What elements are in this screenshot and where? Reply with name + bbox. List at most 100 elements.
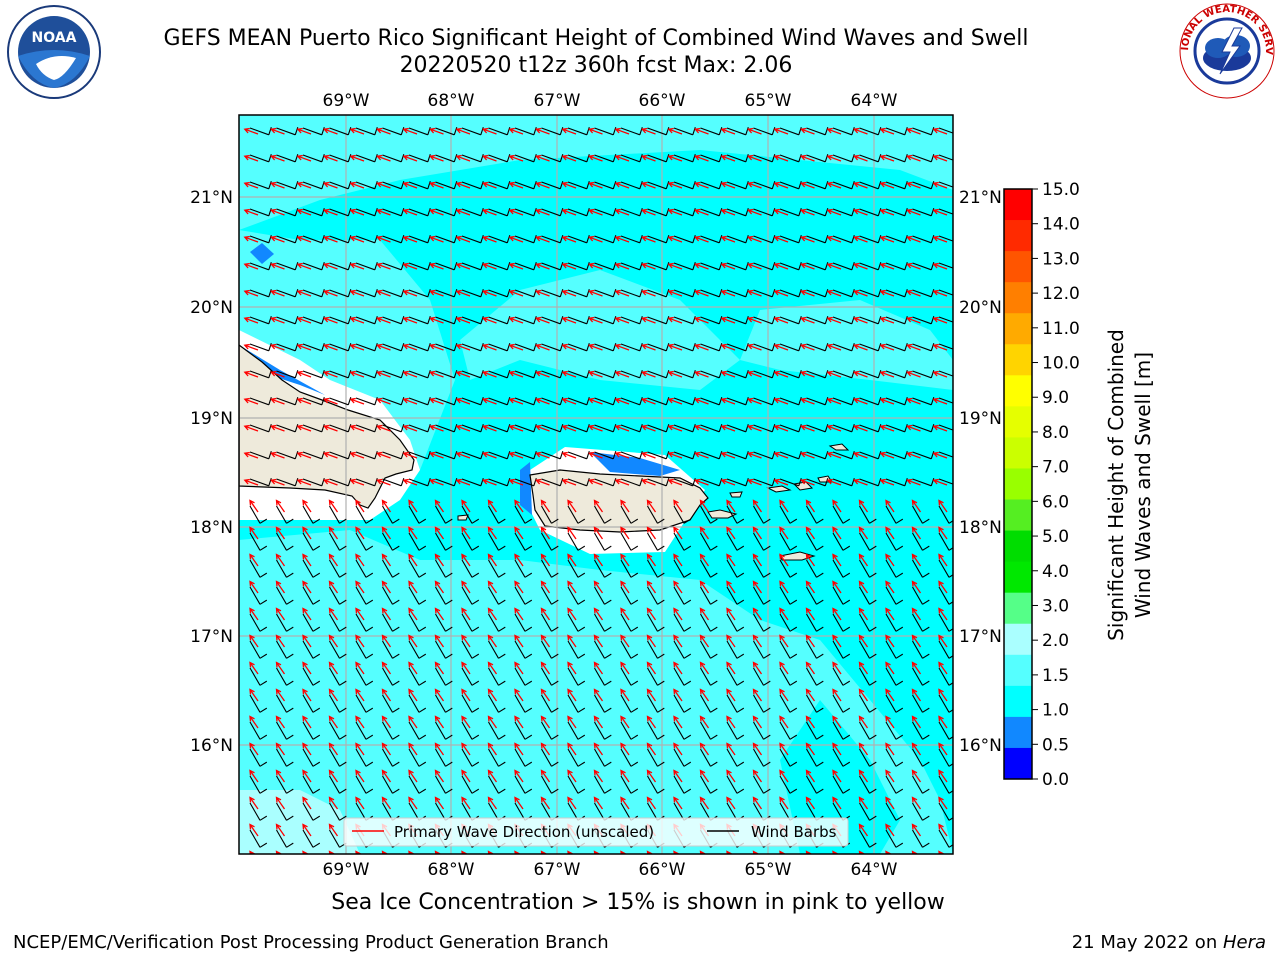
wave-direction-arrow: [429, 235, 444, 243]
wind-barb: [806, 694, 824, 713]
wave-direction-arrow: [567, 742, 577, 756]
wave-direction-arrow: [826, 235, 842, 243]
wind-barb: [753, 262, 776, 271]
wave-direction-arrow: [455, 397, 471, 405]
wave-direction-arrow: [752, 580, 763, 594]
wave-direction-arrow: [270, 262, 285, 270]
colorbar-tick-label: 11.0: [1042, 319, 1080, 339]
wave-direction-arrow: [858, 634, 869, 648]
wind-barb: [276, 316, 299, 325]
wind-barb: [700, 208, 723, 217]
wave-direction-arrow: [779, 661, 789, 675]
wave-direction-arrow: [673, 742, 683, 756]
wind-barb: [620, 289, 643, 298]
wave-direction-arrow: [429, 397, 444, 405]
wave-direction-arrow: [323, 235, 338, 243]
wind-barb: [966, 451, 987, 459]
wind-barb: [779, 343, 802, 352]
wind-barb: [806, 208, 829, 217]
wave-direction-arrow: [482, 424, 497, 432]
wave-direction-arrow: [593, 634, 604, 648]
wind-barb: [302, 127, 325, 136]
wave-direction-arrow: [641, 235, 656, 243]
wave-direction-arrow: [376, 397, 391, 405]
wave-direction-arrow: [720, 208, 736, 216]
wave-direction-arrow: [402, 262, 418, 270]
wind-barb: [938, 154, 953, 161]
wind-barb: [302, 262, 325, 271]
wave-direction-arrow: [402, 154, 418, 162]
wave-direction-arrow: [853, 451, 868, 459]
wave-direction-arrow: [461, 607, 471, 621]
wave-direction-arrow: [408, 553, 418, 567]
wind-barb: [779, 775, 798, 794]
wave-direction-arrow: [620, 580, 630, 594]
wind-barb: [408, 154, 431, 163]
wind-barb: [594, 127, 617, 136]
wind-barb: [567, 316, 590, 325]
wind-barb: [488, 208, 511, 217]
wave-direction-arrow: [826, 208, 842, 216]
wind-barb: [249, 802, 268, 821]
wave-direction-arrow: [614, 208, 630, 216]
colorbar-segment: [1004, 375, 1032, 407]
wave-direction-arrow: [614, 127, 630, 135]
wind-barb: [673, 343, 696, 352]
wave-direction-arrow: [667, 127, 683, 135]
wind-barb: [302, 343, 325, 352]
colorbar-tick-label: 15.0: [1042, 180, 1080, 200]
wind-barb: [567, 154, 590, 163]
wave-direction-arrow: [699, 769, 710, 783]
wind-barb: [753, 235, 776, 244]
wind-barb: [435, 127, 458, 136]
wind-barb: [966, 587, 983, 604]
wave-direction-arrow: [275, 742, 286, 756]
wind-barb: [567, 667, 586, 686]
wave-direction-arrow: [694, 343, 709, 351]
wave-direction-arrow: [567, 634, 577, 648]
wind-barb: [302, 154, 325, 163]
wind-barb: [435, 424, 458, 433]
wind-barb: [673, 289, 696, 298]
wave-direction-arrow: [296, 451, 312, 459]
wind-barb: [567, 694, 586, 713]
wave-direction-arrow: [826, 181, 842, 189]
wave-direction-arrow: [726, 769, 736, 783]
wave-direction-arrow: [694, 397, 709, 405]
wave-direction-arrow: [323, 424, 338, 432]
wind-barb: [700, 316, 723, 325]
wave-direction-arrow: [805, 526, 816, 540]
wave-direction-arrow: [270, 289, 285, 297]
wind-barb: [938, 397, 953, 404]
wave-direction-arrow: [402, 343, 418, 351]
wave-direction-arrow: [561, 289, 577, 297]
wind-barb: [382, 694, 400, 713]
wind-barb: [541, 289, 564, 298]
wind-barb: [701, 857, 718, 874]
wave-direction-arrow: [429, 154, 444, 162]
wave-direction-arrow: [646, 607, 657, 621]
wind-barb: [859, 262, 882, 271]
wave-direction-arrow: [455, 262, 471, 270]
wind-barb: [408, 424, 431, 433]
wind-barb: [594, 640, 612, 659]
wind-barb: [620, 532, 639, 551]
wave-direction-arrow: [376, 181, 391, 189]
wind-barb: [382, 775, 400, 794]
wind-barb: [249, 748, 268, 767]
wave-direction-arrow: [588, 451, 603, 459]
wind-barb: [753, 667, 771, 686]
wave-direction-arrow: [800, 289, 815, 297]
wave-direction-arrow: [932, 397, 948, 405]
wind-barb: [355, 289, 378, 298]
wave-direction-arrow: [826, 424, 842, 432]
wave-direction-arrow: [567, 553, 577, 567]
wave-direction-arrow: [773, 289, 789, 297]
colorbar-segment: [1004, 406, 1032, 438]
wind-barb: [541, 451, 564, 460]
wave-direction-arrow: [906, 208, 921, 216]
wave-direction-arrow: [514, 688, 524, 702]
wind-barb: [912, 829, 930, 848]
wind-barb: [514, 667, 533, 686]
wave-direction-arrow: [249, 634, 259, 648]
